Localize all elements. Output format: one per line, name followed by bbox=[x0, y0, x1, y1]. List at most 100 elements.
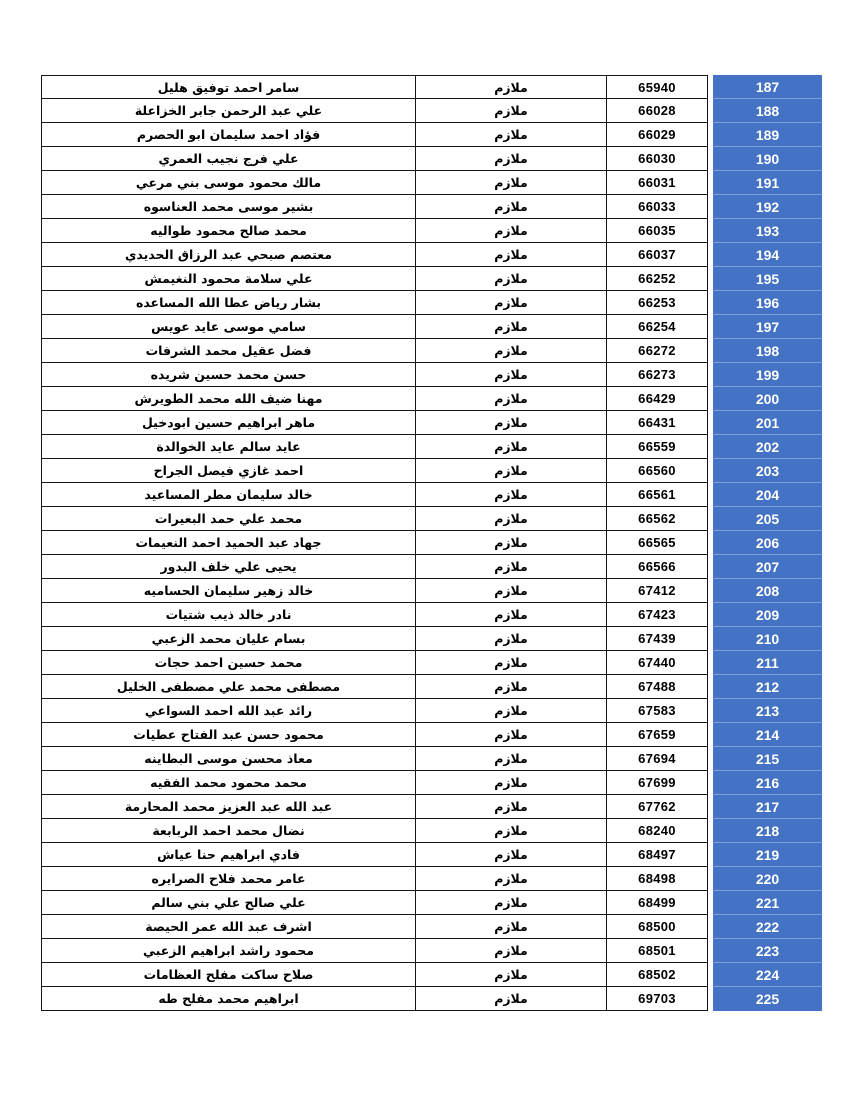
rank-cell: ملازم bbox=[416, 339, 607, 363]
row-index-badge: 187 bbox=[713, 75, 822, 99]
rank-cell: ملازم bbox=[416, 171, 607, 195]
table-row: علي صالح علي بني سالم ملازم 68499 221 bbox=[41, 891, 822, 915]
table-row: نضال محمد احمد الربابعة ملازم 68240 218 bbox=[41, 819, 822, 843]
rank-cell: ملازم bbox=[416, 603, 607, 627]
row-index-badge: 205 bbox=[713, 507, 822, 531]
officer-name-cell: فؤاد احمد سليمان ابو الحصرم bbox=[41, 123, 416, 147]
officer-name-cell: بسام عليان محمد الزعبي bbox=[41, 627, 416, 651]
table-row: محمد صالح محمود طواليه ملازم 66035 193 bbox=[41, 219, 822, 243]
table-row: بشار رياض عطا الله المساعده ملازم 66253 … bbox=[41, 291, 822, 315]
table-row: خالد سليمان مطر المساعيد ملازم 66561 204 bbox=[41, 483, 822, 507]
table-row: محمود حسن عبد الفتاح عطيات ملازم 67659 2… bbox=[41, 723, 822, 747]
table-row: ابراهيم محمد مفلح طه ملازم 69703 225 bbox=[41, 987, 822, 1011]
row-index-badge: 192 bbox=[713, 195, 822, 219]
roster-table: سامر احمد توفيق هليل ملازم 65940 187 علي… bbox=[41, 75, 822, 1011]
row-index-badge: 204 bbox=[713, 483, 822, 507]
table-row: عايد سالم عايد الخوالدة ملازم 66559 202 bbox=[41, 435, 822, 459]
table-row: سامر احمد توفيق هليل ملازم 65940 187 bbox=[41, 75, 822, 99]
officer-name-cell: عامر محمد فلاح الصرايره bbox=[41, 867, 416, 891]
table-row: احمد غازي فيصل الجراح ملازم 66560 203 bbox=[41, 459, 822, 483]
row-index-badge: 208 bbox=[713, 579, 822, 603]
row-index-badge: 223 bbox=[713, 939, 822, 963]
table-row: علي سلامة محمود النغيمش ملازم 66252 195 bbox=[41, 267, 822, 291]
rank-cell: ملازم bbox=[416, 291, 607, 315]
rank-cell: ملازم bbox=[416, 747, 607, 771]
row-index-badge: 207 bbox=[713, 555, 822, 579]
table-row: علي عبد الرحمن جابر الخزاعلة ملازم 66028… bbox=[41, 99, 822, 123]
service-number-cell: 66272 bbox=[607, 339, 708, 363]
rank-cell: ملازم bbox=[416, 939, 607, 963]
officer-name-cell: معتصم صبحي عبد الرزاق الحديدي bbox=[41, 243, 416, 267]
service-number-cell: 66431 bbox=[607, 411, 708, 435]
table-row: معاذ محسن موسى البطاينه ملازم 67694 215 bbox=[41, 747, 822, 771]
row-index-badge: 224 bbox=[713, 963, 822, 987]
table-row: خالد زهير سليمان الحساميه ملازم 67412 20… bbox=[41, 579, 822, 603]
rank-cell: ملازم bbox=[416, 507, 607, 531]
officer-name-cell: بشار رياض عطا الله المساعده bbox=[41, 291, 416, 315]
service-number-cell: 66252 bbox=[607, 267, 708, 291]
rank-cell: ملازم bbox=[416, 963, 607, 987]
rank-cell: ملازم bbox=[416, 387, 607, 411]
officer-name-cell: عايد سالم عايد الخوالدة bbox=[41, 435, 416, 459]
row-index-badge: 202 bbox=[713, 435, 822, 459]
table-row: سامي موسى عايد عويس ملازم 66254 197 bbox=[41, 315, 822, 339]
officer-name-cell: علي عبد الرحمن جابر الخزاعلة bbox=[41, 99, 416, 123]
row-index-badge: 196 bbox=[713, 291, 822, 315]
service-number-cell: 68500 bbox=[607, 915, 708, 939]
officer-name-cell: بشير موسى محمد العناسوه bbox=[41, 195, 416, 219]
row-index-badge: 219 bbox=[713, 843, 822, 867]
row-index-badge: 220 bbox=[713, 867, 822, 891]
row-index-badge: 197 bbox=[713, 315, 822, 339]
rank-cell: ملازم bbox=[416, 771, 607, 795]
table-row: عبد الله عبد العزيز محمد المحارمة ملازم … bbox=[41, 795, 822, 819]
row-index-badge: 203 bbox=[713, 459, 822, 483]
service-number-cell: 66561 bbox=[607, 483, 708, 507]
table-row: بسام عليان محمد الزعبي ملازم 67439 210 bbox=[41, 627, 822, 651]
service-number-cell: 67659 bbox=[607, 723, 708, 747]
service-number-cell: 66566 bbox=[607, 555, 708, 579]
service-number-cell: 66035 bbox=[607, 219, 708, 243]
table-row: مالك محمود موسى بني مرعي ملازم 66031 191 bbox=[41, 171, 822, 195]
table-row: محمد علي حمد البعيرات ملازم 66562 205 bbox=[41, 507, 822, 531]
row-index-badge: 193 bbox=[713, 219, 822, 243]
service-number-cell: 66565 bbox=[607, 531, 708, 555]
table-row: اشرف عبد الله عمر الحيصة ملازم 68500 222 bbox=[41, 915, 822, 939]
service-number-cell: 67412 bbox=[607, 579, 708, 603]
table-row: محمود راشد ابراهيم الزعبي ملازم 68501 22… bbox=[41, 939, 822, 963]
table-row: فؤاد احمد سليمان ابو الحصرم ملازم 66029 … bbox=[41, 123, 822, 147]
officer-name-cell: جهاد عبد الحميد احمد النعيمات bbox=[41, 531, 416, 555]
row-index-badge: 191 bbox=[713, 171, 822, 195]
service-number-cell: 66031 bbox=[607, 171, 708, 195]
rank-cell: ملازم bbox=[416, 195, 607, 219]
service-number-cell: 68498 bbox=[607, 867, 708, 891]
service-number-cell: 68501 bbox=[607, 939, 708, 963]
service-number-cell: 66562 bbox=[607, 507, 708, 531]
officer-name-cell: محمود حسن عبد الفتاح عطيات bbox=[41, 723, 416, 747]
officer-name-cell: معاذ محسن موسى البطاينه bbox=[41, 747, 416, 771]
officer-name-cell: محمد محمود محمد الفقيه bbox=[41, 771, 416, 795]
officer-name-cell: علي فرج نجيب العمري bbox=[41, 147, 416, 171]
officer-name-cell: ماهر ابراهيم حسين ابودخيل bbox=[41, 411, 416, 435]
service-number-cell: 66559 bbox=[607, 435, 708, 459]
rank-cell: ملازم bbox=[416, 459, 607, 483]
service-number-cell: 66037 bbox=[607, 243, 708, 267]
table-row: رائد عبد الله احمد السواعي ملازم 67583 2… bbox=[41, 699, 822, 723]
officer-name-cell: احمد غازي فيصل الجراح bbox=[41, 459, 416, 483]
service-number-cell: 66253 bbox=[607, 291, 708, 315]
officer-name-cell: رائد عبد الله احمد السواعي bbox=[41, 699, 416, 723]
service-number-cell: 67440 bbox=[607, 651, 708, 675]
table-row: مهنا ضيف الله محمد الطويرش ملازم 66429 2… bbox=[41, 387, 822, 411]
service-number-cell: 67694 bbox=[607, 747, 708, 771]
officer-name-cell: خالد زهير سليمان الحساميه bbox=[41, 579, 416, 603]
service-number-cell: 67583 bbox=[607, 699, 708, 723]
service-number-cell: 66254 bbox=[607, 315, 708, 339]
officer-name-cell: نضال محمد احمد الربابعة bbox=[41, 819, 416, 843]
service-number-cell: 67762 bbox=[607, 795, 708, 819]
rank-cell: ملازم bbox=[416, 123, 607, 147]
rank-cell: ملازم bbox=[416, 891, 607, 915]
officer-name-cell: محمد صالح محمود طواليه bbox=[41, 219, 416, 243]
rank-cell: ملازم bbox=[416, 627, 607, 651]
rank-cell: ملازم bbox=[416, 483, 607, 507]
service-number-cell: 68502 bbox=[607, 963, 708, 987]
table-row: معتصم صبحي عبد الرزاق الحديدي ملازم 6603… bbox=[41, 243, 822, 267]
